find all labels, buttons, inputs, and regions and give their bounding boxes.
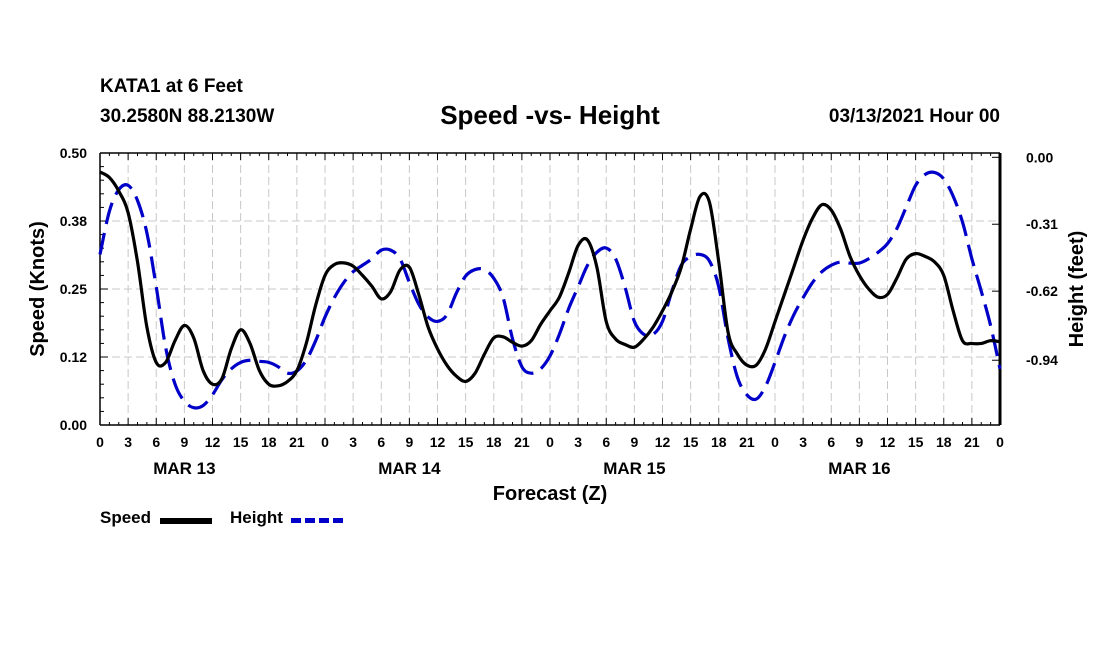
x-tick-label: 0: [96, 434, 104, 450]
day-label: MAR 16: [828, 459, 890, 478]
legend-height-swatch: [291, 518, 343, 523]
day-label: MAR 15: [603, 459, 665, 478]
x-tick-label: 21: [514, 434, 530, 450]
day-label: MAR 13: [153, 459, 215, 478]
x-tick-label: 12: [880, 434, 896, 450]
y2-axis-title: Height (feet): [1066, 231, 1088, 348]
x-tick-label: 0: [546, 434, 554, 450]
x-tick-label: 6: [602, 434, 610, 450]
y2-tick-label: -0.31: [1026, 216, 1058, 232]
x-tick-label: 18: [486, 434, 502, 450]
x-tick-label: 3: [574, 434, 582, 450]
x-tick-label: 0: [771, 434, 779, 450]
y-axis-title: Speed (Knots): [27, 221, 49, 357]
y2-tick-label: 0.00: [1026, 149, 1053, 165]
day-label: MAR 14: [378, 459, 441, 478]
y2-tick-label: -0.62: [1026, 283, 1058, 299]
legend-speed-swatch: [160, 518, 212, 524]
station-label: KATA1 at 6 Feet: [100, 76, 243, 97]
y-tick-label: 0.00: [60, 417, 87, 433]
x-tick-label: 18: [711, 434, 727, 450]
legend-height-label: Height: [230, 508, 283, 527]
height-series-line: [98, 170, 1002, 410]
x-tick-label: 9: [180, 434, 188, 450]
x-tick-label: 6: [827, 434, 835, 450]
y-tick-label: 0.50: [60, 145, 87, 161]
legend-speed-label: Speed: [100, 508, 152, 527]
x-tick-label: 0: [996, 434, 1004, 450]
x-tick-label: 3: [349, 434, 357, 450]
x-tick-label: 9: [855, 434, 863, 450]
x-tick-label: 15: [908, 434, 924, 450]
y2-tick-label: -0.94: [1026, 352, 1058, 368]
y-tick-label: 0.25: [60, 281, 87, 297]
x-tick-label: 9: [405, 434, 413, 450]
x-tick-label: 21: [289, 434, 305, 450]
x-tick-label: 3: [124, 434, 132, 450]
x-tick-label: 18: [936, 434, 952, 450]
x-tick-label: 15: [683, 434, 699, 450]
coordinates-label: 30.2580N 88.2130W: [100, 106, 275, 127]
x-tick-label: 12: [655, 434, 671, 450]
y-tick-label: 0.12: [60, 349, 87, 365]
x-tick-label: 3: [799, 434, 807, 450]
x-tick-label: 18: [261, 434, 277, 450]
timestamp-label: 03/13/2021 Hour 00: [828, 106, 1000, 127]
x-axis-title: Forecast (Z): [493, 483, 607, 505]
x-tick-label: 6: [377, 434, 385, 450]
x-tick-label: 0: [321, 434, 329, 450]
x-tick-label: 6: [152, 434, 160, 450]
x-tick-label: 21: [739, 434, 755, 450]
chart-title: Speed -vs- Height: [440, 100, 660, 130]
x-tick-label: 12: [205, 434, 221, 450]
x-tick-label: 9: [630, 434, 638, 450]
speed-series-line: [99, 170, 1001, 388]
y-tick-label: 0.38: [60, 213, 87, 229]
x-tick-label: 15: [458, 434, 474, 450]
x-tick-label: 12: [430, 434, 446, 450]
x-tick-label: 21: [964, 434, 980, 450]
x-tick-label: 15: [233, 434, 249, 450]
